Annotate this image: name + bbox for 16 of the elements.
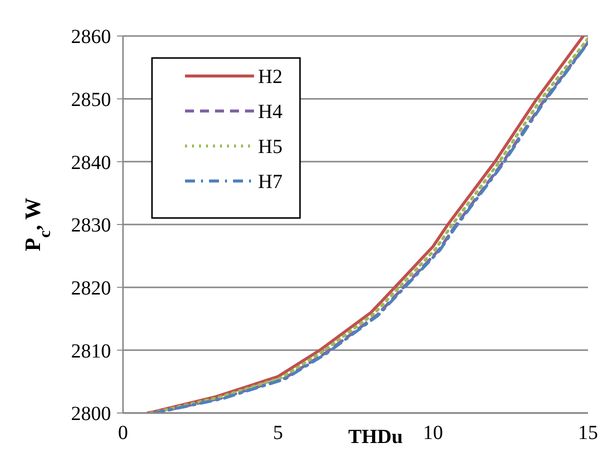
y-tick-label: 2810 — [71, 340, 111, 362]
x-tick-label: 10 — [423, 422, 443, 444]
y-tick-label: 2860 — [71, 26, 111, 48]
x-tick-label: 5 — [273, 422, 283, 444]
x-tick-label: 0 — [118, 422, 128, 444]
y-tick-label: 2830 — [71, 214, 111, 237]
legend-label: H5 — [258, 136, 282, 158]
x-axis-title: THDu — [348, 426, 403, 448]
y-tick-label: 2820 — [71, 277, 111, 300]
y-tick-label: 2840 — [71, 152, 111, 174]
legend-label: H4 — [258, 101, 282, 123]
y-tick-label: 2800 — [71, 403, 111, 426]
x-tick-label: 15 — [578, 422, 598, 444]
legend-label: H7 — [258, 171, 282, 193]
y-tick-label: 2850 — [71, 88, 111, 111]
legend-label: H2 — [258, 66, 282, 88]
